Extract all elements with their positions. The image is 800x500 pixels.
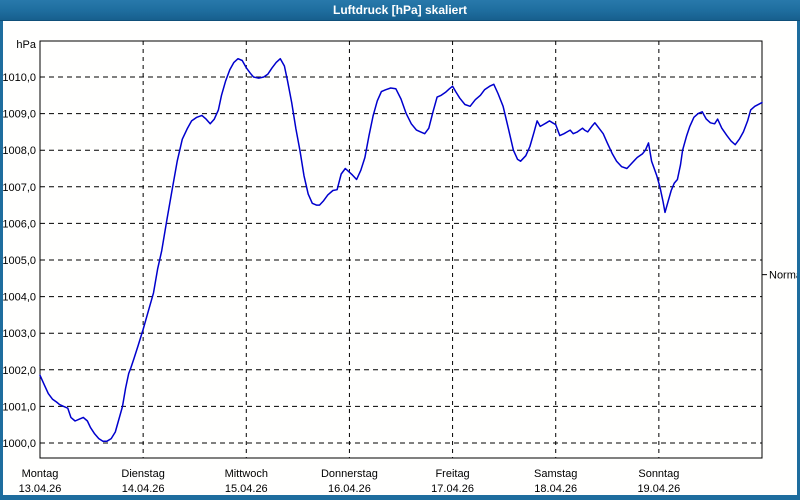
pressure-line (39, 57, 763, 442)
x-day-label: Montag (22, 468, 59, 480)
y-axis-unit-label: hPa (16, 39, 36, 51)
x-date-label: 13.04.26 (19, 483, 62, 495)
y-tick-label: 1005,0 (2, 255, 36, 267)
window-title-bar: Luftdruck [hPa] skaliert (0, 0, 800, 21)
y-tick-label: 1003,0 (2, 328, 36, 340)
y-tick-label: 1009,0 (2, 109, 36, 121)
y-tick-label: 1007,0 (2, 182, 36, 194)
x-date-label: 19.04.26 (637, 483, 680, 495)
x-day-label: Sonntag (638, 468, 679, 480)
x-day-label: Samstag (534, 468, 577, 480)
x-date-label: 15.04.26 (225, 483, 268, 495)
x-date-label: 14.04.26 (122, 483, 165, 495)
y-tick-label: 1008,0 (2, 145, 36, 157)
y-tick-label: 1004,0 (2, 292, 36, 304)
x-day-label: Freitag (435, 468, 469, 480)
window-border-left (0, 21, 3, 500)
y-tick-label: 1006,0 (2, 218, 36, 230)
x-day-label: Dienstag (121, 468, 164, 480)
y-tick-label: 1001,0 (2, 401, 36, 413)
x-date-label: 18.04.26 (534, 483, 577, 495)
y-tick-label: 1000,0 (2, 438, 36, 450)
normal-annotation-label: Normal (769, 270, 800, 282)
x-date-label: 17.04.26 (431, 483, 474, 495)
window-title: Luftdruck [hPa] skaliert (332, 3, 468, 17)
y-tick-label: 1002,0 (2, 365, 36, 377)
window-border-bottom (0, 495, 800, 500)
window-border-right (797, 21, 800, 500)
plot-border (39, 40, 763, 459)
x-day-label: Donnerstag (321, 468, 378, 480)
y-tick-label: 1010,0 (2, 72, 36, 84)
x-date-label: 16.04.26 (328, 483, 371, 495)
x-day-label: Mittwoch (225, 468, 268, 480)
